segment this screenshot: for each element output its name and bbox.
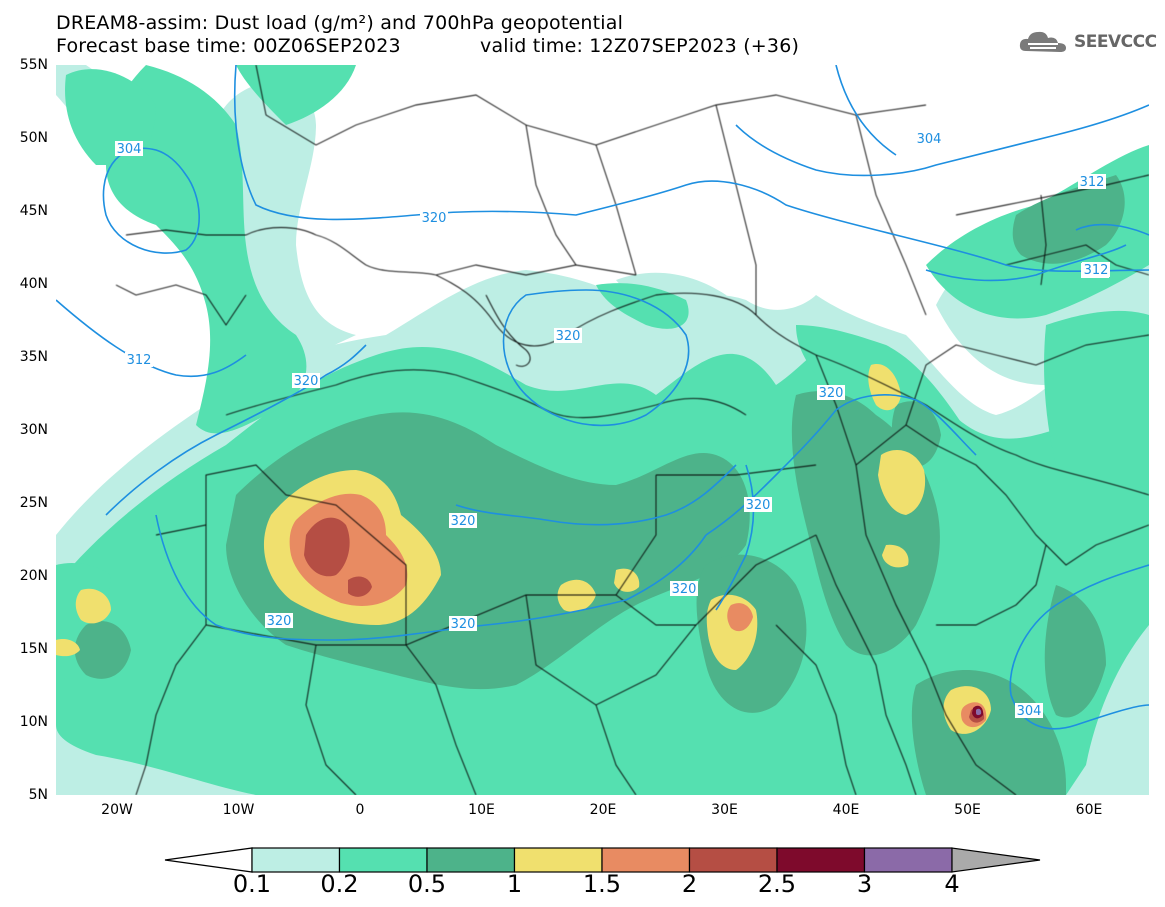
logo-text: SEEVCCC: [1074, 32, 1157, 52]
cloud-icon: [1019, 31, 1066, 52]
contour-label: 312: [1080, 175, 1105, 190]
longitude-label: 40E: [832, 802, 860, 818]
contour-label: 320: [267, 614, 292, 629]
colorbar-label: 4: [944, 870, 960, 898]
colorbar: [164, 847, 1041, 873]
contour-labels: 304 320 312 320 320 320 320 320 304 312 304 312 320 3…: [115, 131, 1110, 719]
colorbar-boxes: [164, 847, 1041, 873]
latitude-label: 15N: [19, 641, 48, 657]
colorbar-label: 1: [506, 870, 523, 898]
latitude-label: 10N: [19, 714, 48, 730]
colorbar-box: [863, 847, 953, 873]
contour-label-bg: [915, 131, 943, 146]
contour-label-bg: [670, 581, 698, 596]
forecast-base-time: Forecast base time: 00Z06SEP2023: [56, 35, 401, 57]
contour-label-bg: [292, 373, 320, 388]
dust-level-3: [976, 708, 982, 716]
dust-map: 304 320 312 320 320 320 320 320 304 312 304 312 320 3…: [20, 57, 1149, 803]
colorbar-box: [251, 847, 341, 873]
contour-label-bg: [1015, 703, 1043, 718]
seevccc-logo: SEEVCCC: [1018, 28, 1157, 56]
contour-label: 320: [819, 386, 844, 401]
colorbar-label: 0.5: [407, 870, 447, 898]
latitude-label: 40N: [19, 276, 48, 292]
geopotential-contours: [56, 65, 1149, 730]
colorbar-under-triangle: [164, 847, 253, 873]
map-canvas: 304 320 312 320 320 320 320 320 304 312 304 312 320 3…: [56, 65, 1149, 795]
longitude-label: 30E: [711, 802, 738, 818]
longitude-label: 10E: [468, 802, 495, 818]
colorbar-label: 2.5: [757, 870, 797, 898]
map-title: DREAM8-assim: Dust load (g/m²) and 700hP…: [56, 12, 624, 34]
contour-label: 320: [746, 498, 771, 513]
dust-level-2: [304, 517, 985, 723]
longitude-label: 0: [355, 802, 365, 818]
contour-label: 320: [451, 514, 476, 529]
contour-label-bg: [554, 328, 582, 343]
contour-label-bg: [744, 497, 772, 512]
longitude-label: 10W: [222, 802, 255, 818]
colorbar-label: 3: [856, 870, 873, 898]
colorbar-over-triangle: [951, 847, 1041, 873]
longitude-label: 60E: [1075, 802, 1103, 818]
latitude-label: 20N: [19, 568, 48, 584]
contour-label-bg: [125, 352, 153, 367]
colorbar-box: [601, 847, 691, 873]
contour-label: 320: [451, 617, 476, 632]
contour-label-bg: [1078, 174, 1106, 189]
colorbar-box: [776, 847, 866, 873]
country-borders: [115, 65, 1149, 795]
latitude-label: 5N: [28, 787, 48, 803]
contour-label-bg: [115, 141, 143, 156]
latitude-label: 55N: [19, 57, 48, 73]
contour-label: 320: [294, 374, 319, 389]
latitude-label: 50N: [19, 130, 48, 146]
contour-label-bg: [420, 210, 448, 225]
contour-label: 304: [117, 142, 142, 157]
contour-label: 304: [917, 132, 942, 147]
colorbar-box: [513, 847, 603, 873]
colorbar-box: [426, 847, 516, 873]
contour-label: 320: [672, 582, 697, 597]
contour-label: 312: [1084, 263, 1109, 278]
colorbar-label: 1.5: [582, 870, 622, 898]
contour-label: 304: [1017, 704, 1042, 719]
colorbar-label: 0.2: [320, 870, 359, 898]
colorbar-label: 0.1: [232, 870, 272, 898]
longitude-label: 50E: [954, 802, 981, 818]
valid-time: valid time: 12Z07SEP2023 (+36): [480, 35, 800, 57]
longitude-label: 20W: [101, 802, 133, 818]
contour-label-bg: [817, 385, 845, 400]
latitude-label: 35N: [19, 349, 48, 365]
longitude-label: 20E: [589, 802, 617, 818]
latitude-label: 25N: [19, 495, 48, 511]
contour-label-bg: [449, 513, 477, 528]
contour-label-bg: [265, 613, 293, 628]
contour-label-bg: [449, 616, 477, 631]
contour-label: 312: [127, 353, 152, 368]
colorbar-box: [338, 847, 428, 873]
contour-label-bg: [1082, 262, 1110, 277]
colorbar-label: 2: [681, 870, 698, 898]
latitude-label: 45N: [19, 203, 48, 219]
contour-label: 320: [556, 329, 581, 344]
latitude-label: 30N: [19, 422, 48, 438]
contour-label: 320: [422, 211, 447, 226]
colorbar-box: [688, 847, 778, 873]
